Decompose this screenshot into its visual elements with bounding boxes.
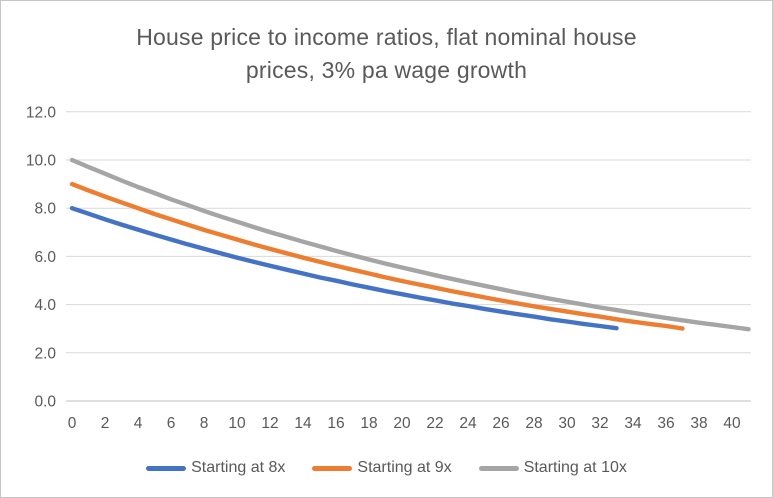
x-tick-label: 16 (327, 415, 344, 432)
legend-item-label: Starting at 9x (357, 459, 452, 476)
x-tick-label: 36 (657, 415, 674, 432)
x-tick-label: 12 (261, 415, 278, 432)
x-tick-label: 10 (228, 415, 246, 432)
x-tick-label: 24 (459, 415, 477, 432)
legend-item-label: Starting at 10x (523, 459, 627, 476)
chart-title: House price to income ratios, flat nomin… (1, 21, 772, 87)
series-line-starting-at-9x[interactable] (69, 181, 685, 331)
legend-line-swatch-icon (478, 465, 519, 471)
x-tick-label: 22 (426, 415, 443, 432)
y-tick-label: 12.0 (26, 104, 57, 121)
x-tick-label: 20 (393, 415, 411, 432)
x-tick-label: 8 (200, 415, 209, 432)
series-line-starting-at-8x[interactable] (69, 205, 619, 331)
legend-item-label: Starting at 8x (191, 459, 286, 476)
legend-line-swatch-icon (312, 465, 353, 471)
x-tick-label: 38 (690, 415, 707, 432)
x-tick-label: 40 (723, 415, 741, 432)
series-line-starting-at-10x[interactable] (69, 157, 751, 332)
x-tick-label: 6 (167, 415, 176, 432)
x-tick-label: 26 (492, 415, 509, 432)
y-tick-label: 2.0 (34, 345, 56, 362)
chart-legend: Starting at 8x Starting at 9x Starting at … (1, 455, 772, 481)
x-tick-label: 34 (624, 415, 642, 432)
x-tick-label: 2 (101, 415, 110, 432)
x-tick-label: 14 (294, 415, 312, 432)
legend-line-swatch-icon (146, 465, 187, 471)
x-tick-label: 28 (525, 415, 542, 432)
y-tick-label: 10.0 (26, 153, 57, 170)
chart-title-line-2: prices, 3% pa wage growth (245, 57, 528, 83)
y-tick-label: 0.0 (34, 394, 56, 411)
x-tick-label: 0 (68, 415, 77, 432)
x-tick-label: 32 (591, 415, 608, 432)
y-tick-label: 8.0 (34, 201, 56, 218)
x-tick-label: 18 (360, 415, 377, 432)
legend-item-starting-at-8x[interactable]: Starting at 8x (146, 459, 285, 477)
legend-item-starting-at-9x[interactable]: Starting at 9x (312, 459, 452, 477)
y-tick-label: 6.0 (34, 249, 56, 266)
chart-title-line-1: House price to income ratios, flat nomin… (136, 24, 637, 50)
x-tick-label: 4 (134, 415, 143, 432)
y-tick-label: 4.0 (34, 297, 56, 314)
legend-item-starting-at-10x[interactable]: Starting at 10x (478, 459, 627, 477)
x-tick-label: 30 (558, 415, 576, 432)
